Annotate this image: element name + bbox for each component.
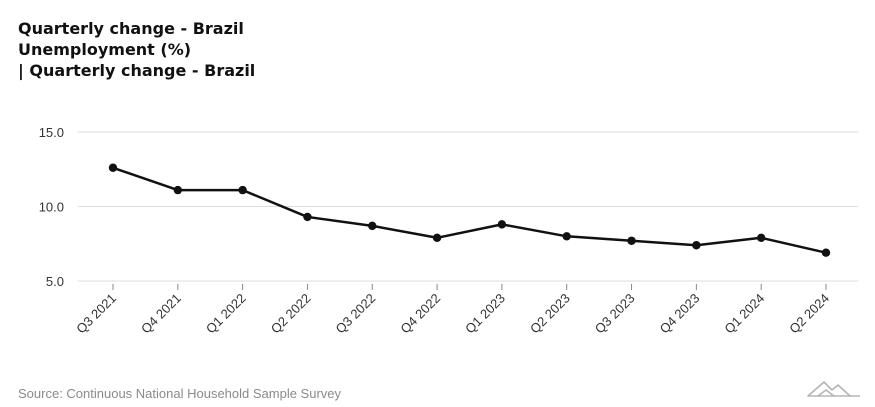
x-tick-label: Q3 2022 (333, 291, 379, 337)
data-point-q3-2023 (627, 236, 636, 245)
tick-layer: 5.0 10.0 15.0 Q3 2021 Q4 2021 Q1 2022 Q2 2022 Q… (39, 125, 832, 336)
data-point-q4-2022 (432, 233, 442, 242)
chart-title: Quarterly change - Brazil Unemployment (… (18, 18, 255, 81)
series-layer (108, 163, 831, 257)
x-tick-label: Q2 2024 (786, 291, 832, 337)
source-note: Source: Continuous National Household Sa… (18, 386, 342, 401)
x-tick-label: Q2 2023 (527, 291, 573, 337)
y-tick-label: 15.0 (39, 125, 64, 140)
x-tick-label: Q4 2023 (657, 291, 703, 337)
chart-title-line-3: | Quarterly change - Brazil (18, 61, 256, 80)
y-tick-label: 10.0 (39, 200, 64, 215)
data-point-q2-2022 (303, 212, 312, 222)
x-tick-label: Q3 2023 (592, 291, 638, 337)
x-tick-label: Q4 2021 (138, 291, 184, 337)
data-point-q2-2024 (821, 248, 831, 257)
line-chart: 5.0 10.0 15.0 Q3 2021 Q4 2021 Q1 2022 Q2 2022 Q… (39, 125, 858, 336)
x-tick-label: Q1 2022 (203, 291, 249, 337)
data-point-q4-2021 (173, 185, 183, 195)
data-point-q3-2021 (108, 163, 118, 172)
x-tick-label: Q2 2022 (268, 291, 314, 337)
brand-logo-icon (807, 381, 860, 397)
data-point-q3-2022 (368, 221, 377, 231)
data-point-q1-2023 (497, 220, 507, 229)
x-tick-label: Q4 2022 (397, 291, 443, 337)
x-tick-label: Q1 2023 (462, 291, 508, 337)
chart-title-line-1: Quarterly change - Brazil (18, 19, 244, 38)
y-tick-label: 5.0 (46, 274, 64, 289)
chart-title-line-2: Unemployment (%) (18, 40, 192, 59)
data-point-q4-2023 (692, 241, 701, 250)
x-tick-label: Q3 2021 (73, 291, 119, 337)
grid-layer (78, 131, 858, 282)
data-point-q2-2023 (562, 232, 571, 241)
series-line-0 (111, 166, 828, 254)
x-tick-label: Q1 2024 (721, 291, 767, 337)
data-point-q1-2022 (238, 185, 247, 195)
data-point-q1-2024 (756, 233, 766, 242)
